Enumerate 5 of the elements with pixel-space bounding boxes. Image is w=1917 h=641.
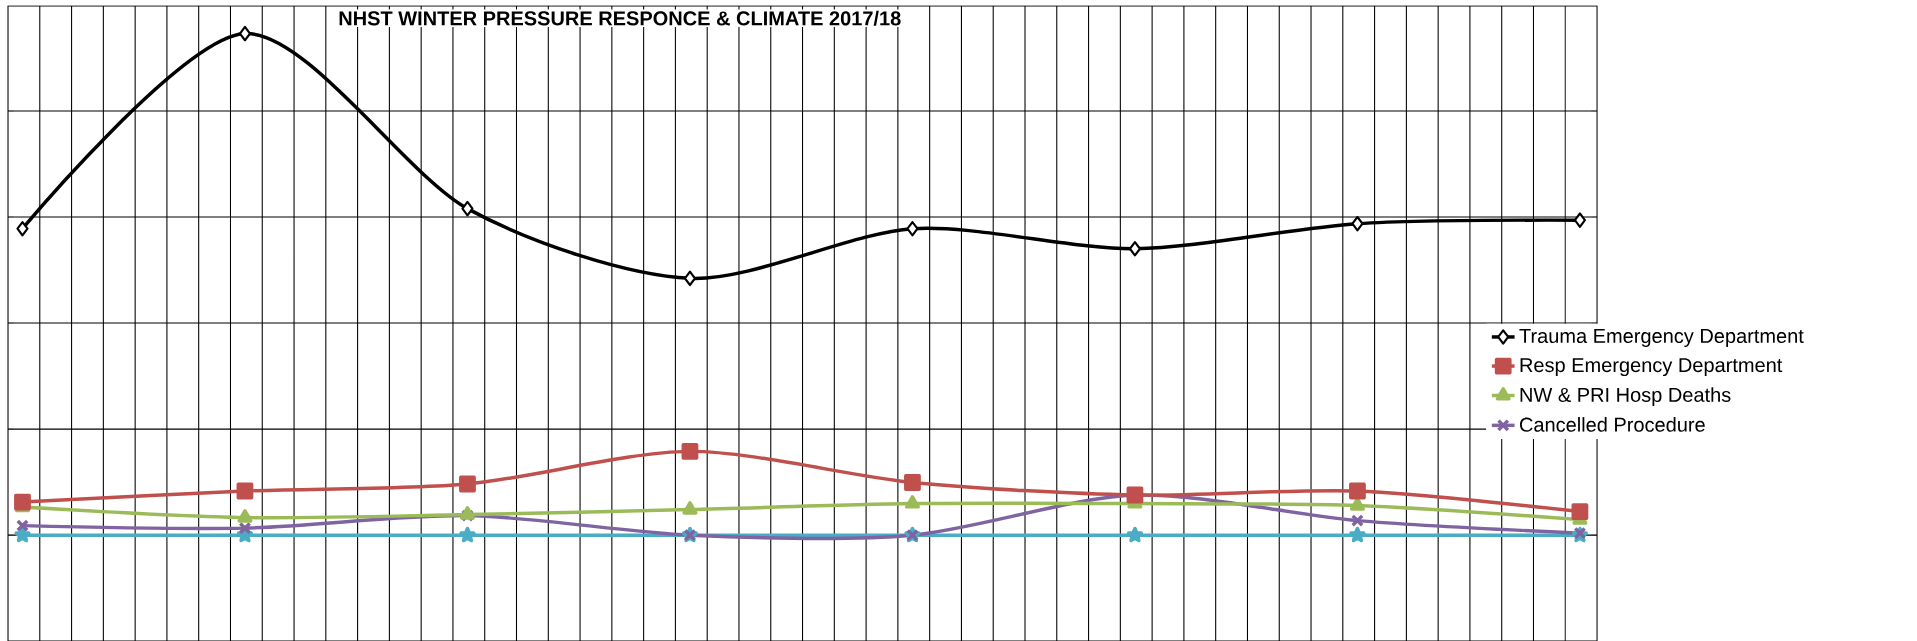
- chart-title: NHST WINTER PRESSURE RESPONCE & CLIMATE 2017/18: [339, 10, 901, 26]
- legend-label: Trauma Emergency Department: [1519, 329, 1804, 347]
- legend-label: Resp Emergency Department: [1520, 358, 1783, 377]
- legend-label: Cancelled Procedure: [1520, 417, 1705, 432]
- legend-label: NW & PRI Hosp Deaths: [1520, 387, 1731, 406]
